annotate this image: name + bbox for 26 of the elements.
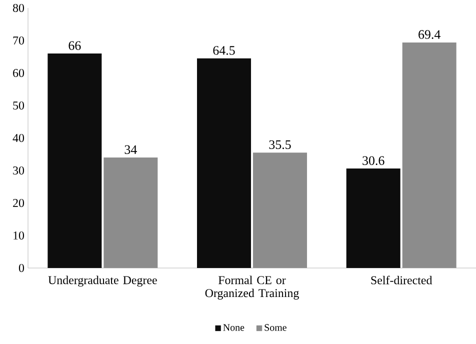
legend-label: Some bbox=[264, 324, 286, 331]
y-tick-label: 10 bbox=[14, 231, 24, 240]
y-tick-label: 20 bbox=[13, 198, 24, 208]
bar bbox=[104, 158, 158, 268]
y-tick-label: 40 bbox=[12, 134, 24, 142]
data-label: 35.5 bbox=[269, 140, 291, 150]
bar bbox=[197, 58, 252, 268]
bar bbox=[48, 53, 102, 268]
x-tick-label: Formal CE or Organized Training bbox=[205, 276, 299, 300]
y-tick-label: 30 bbox=[13, 166, 24, 175]
data-label: 69.4 bbox=[418, 30, 440, 39]
data-label: 66 bbox=[68, 41, 81, 50]
y-tick-label: 70 bbox=[13, 36, 24, 45]
y-tick-label: 0 bbox=[18, 264, 24, 272]
data-label: 30.6 bbox=[362, 156, 384, 166]
bar bbox=[346, 168, 400, 268]
y-tick-label: 80 bbox=[12, 4, 24, 12]
bar bbox=[402, 42, 456, 268]
y-tick-label: 60 bbox=[13, 68, 24, 78]
y-tick-label: 50 bbox=[13, 101, 24, 110]
x-tick-label: Undergraduate Degree bbox=[48, 276, 157, 287]
data-label: 64.5 bbox=[213, 46, 235, 55]
bar bbox=[253, 152, 307, 268]
x-tick-label: Self-directed bbox=[371, 276, 432, 284]
data-label: 34 bbox=[124, 145, 137, 154]
legend-label: None bbox=[223, 324, 244, 331]
